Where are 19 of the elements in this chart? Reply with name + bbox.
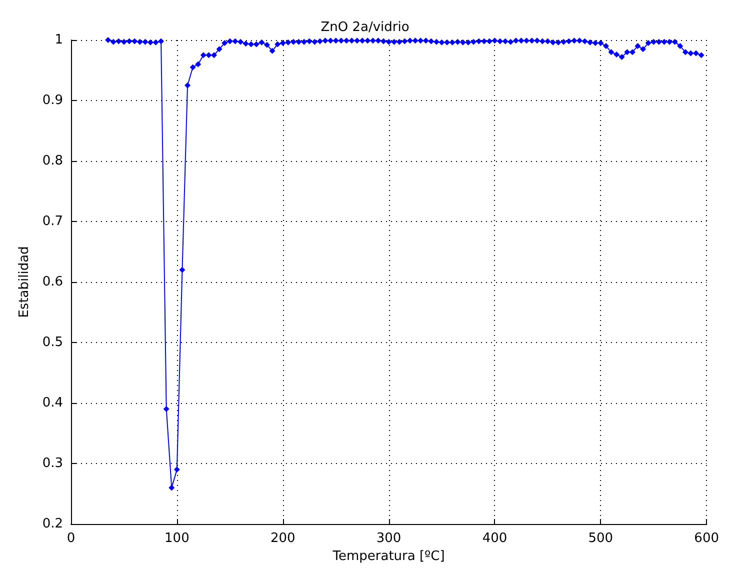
x-tick-label: 400 bbox=[482, 531, 508, 546]
x-tick-label: 600 bbox=[694, 531, 720, 546]
x-tick-label: 100 bbox=[164, 531, 190, 546]
chart-title: ZnO 2a/vidrio bbox=[320, 20, 410, 35]
y-tick-label: 0.8 bbox=[42, 154, 63, 168]
y-tick-label: 0.3 bbox=[42, 456, 63, 471]
y-tick-label: 1 bbox=[54, 32, 63, 48]
y-tick-label: 0.7 bbox=[42, 214, 63, 229]
x-tick-label: 500 bbox=[588, 531, 614, 546]
y-tick-label: 0.4 bbox=[42, 396, 63, 410]
y-tick-label: 0.9 bbox=[42, 93, 63, 108]
x-tick-label: 0 bbox=[66, 531, 76, 546]
x-tick-label: 300 bbox=[376, 531, 402, 546]
y-axis-title: Estabilidad bbox=[17, 246, 32, 318]
x-axis-title: Temperatura [ºC] bbox=[332, 548, 445, 564]
y-tick-label: 0.2 bbox=[42, 516, 63, 532]
y-tick-label: 0.6 bbox=[42, 274, 63, 290]
x-tick-label: 200 bbox=[270, 531, 296, 546]
y-tick-label: 0.5 bbox=[42, 335, 63, 350]
